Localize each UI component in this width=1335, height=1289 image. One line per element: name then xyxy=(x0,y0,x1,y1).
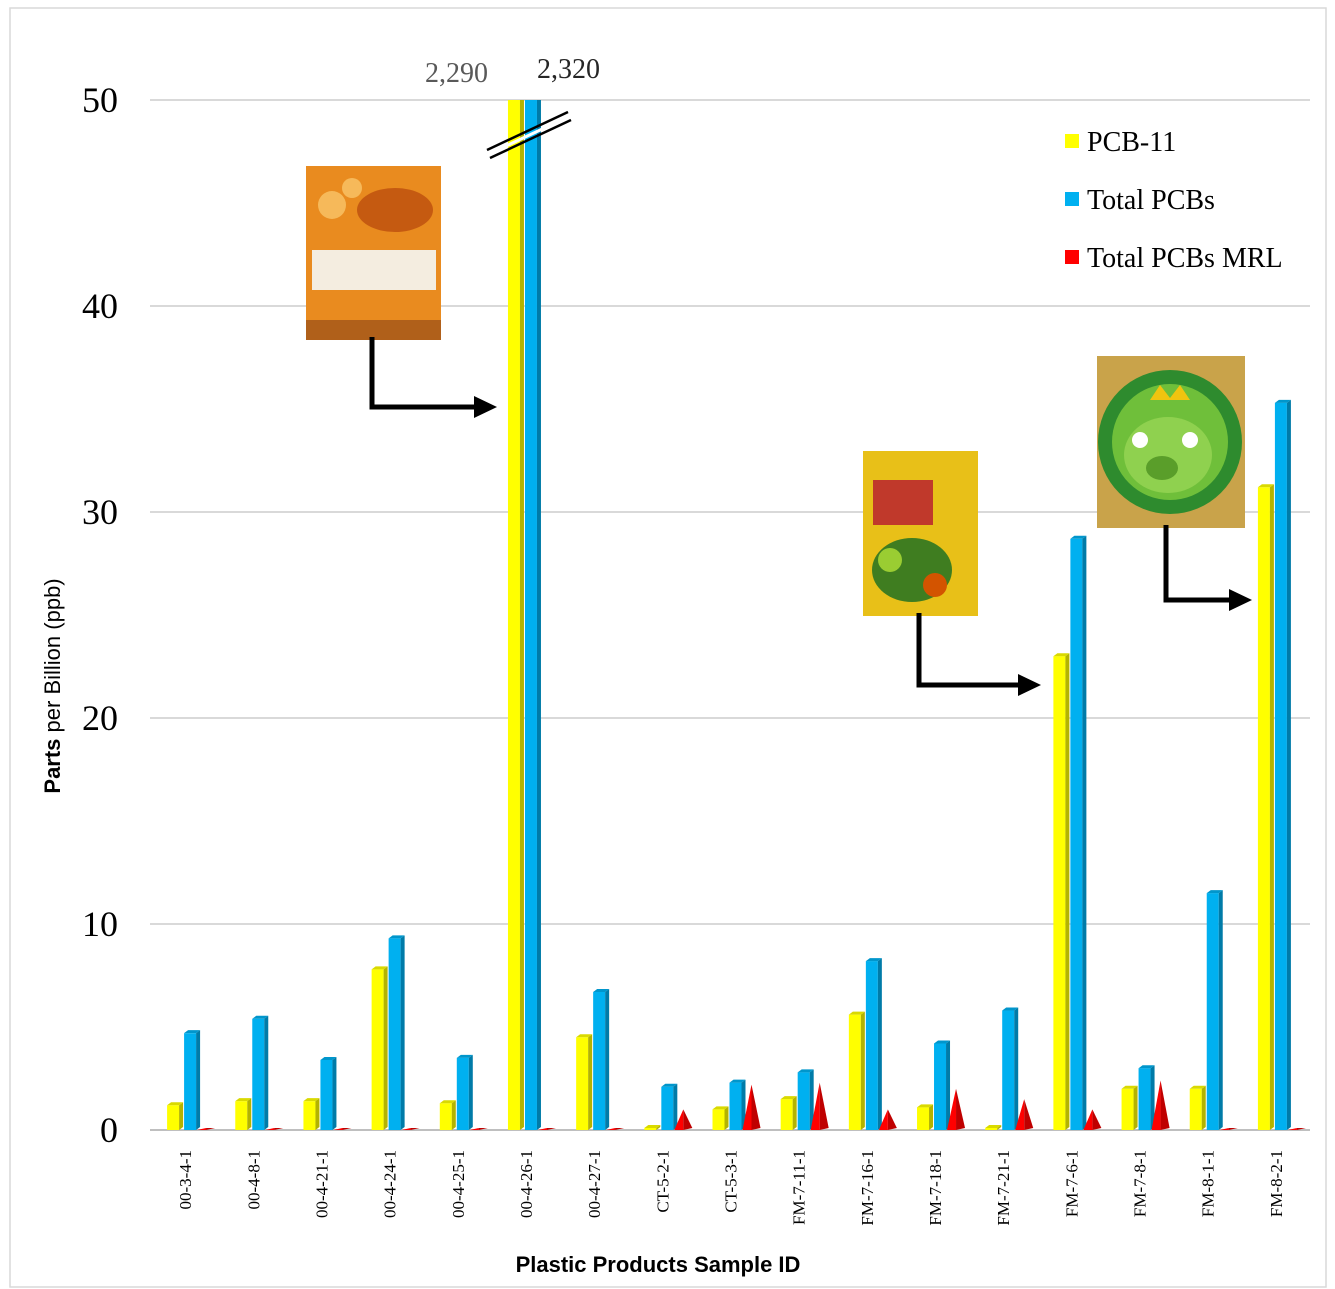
x-axis-title: Plastic Products Sample ID xyxy=(516,1252,801,1277)
bar xyxy=(371,966,388,1130)
labels: 0 10 20 30 40 50 00-3-4-1 00-4-8-1 00-4-21-1 00-4… xyxy=(82,54,1286,1226)
mrl-cone xyxy=(197,1127,216,1130)
mrl-cone xyxy=(469,1127,488,1130)
bar xyxy=(252,1015,269,1130)
y-tick-label: 40 xyxy=(82,286,118,326)
x-tick-label: FM-7-16-1 xyxy=(858,1150,877,1226)
mrl-cone xyxy=(810,1082,829,1130)
x-tick-label: 00-4-27-1 xyxy=(585,1150,604,1218)
mrl-cone xyxy=(1219,1127,1238,1130)
bar xyxy=(848,1011,865,1130)
bar xyxy=(712,1106,729,1130)
bar xyxy=(593,988,610,1130)
product-photo xyxy=(306,166,441,340)
bar xyxy=(303,1098,320,1130)
x-tick-label: FM-7-21-1 xyxy=(994,1150,1013,1226)
x-tick-label: CT-5-3-1 xyxy=(722,1150,741,1213)
y-tick-label: 30 xyxy=(82,492,118,532)
value-label: 2,320 xyxy=(537,54,600,85)
y-tick-label: 50 xyxy=(82,80,118,120)
arrow-head xyxy=(474,396,1252,696)
mrl-cone xyxy=(674,1109,693,1130)
bar xyxy=(235,1098,252,1130)
bar xyxy=(780,1096,797,1130)
axis-break xyxy=(486,110,572,160)
mrl-cone xyxy=(1015,1099,1034,1130)
legend-swatch xyxy=(1065,250,1079,264)
mrl-cone xyxy=(878,1109,897,1130)
legend-swatch xyxy=(1065,134,1079,148)
bar xyxy=(456,1054,473,1130)
bar xyxy=(1002,1007,1019,1130)
legend-swatch xyxy=(1065,192,1079,206)
bar xyxy=(1121,1085,1138,1130)
x-tick-label: 00-4-26-1 xyxy=(517,1150,536,1218)
x-tick-label: FM-7-11-1 xyxy=(790,1150,809,1225)
bar xyxy=(644,1124,661,1130)
value-label: 2,290 xyxy=(425,58,488,89)
x-tick-label: FM-7-8-1 xyxy=(1131,1150,1150,1217)
legend-label: Total PCBs xyxy=(1087,185,1215,216)
y-tick-label: 20 xyxy=(82,698,118,738)
bar xyxy=(1070,535,1087,1130)
bar xyxy=(439,1100,456,1130)
x-tick-label: 00-3-4-1 xyxy=(176,1150,195,1209)
bar xyxy=(865,958,882,1130)
mrl-cone xyxy=(401,1127,420,1130)
bar xyxy=(576,1034,593,1130)
mrl-cone xyxy=(1151,1080,1170,1130)
plot-area xyxy=(167,100,1306,1130)
bar xyxy=(917,1104,934,1130)
mrl-cone xyxy=(1287,1127,1306,1130)
y-tick-label: 0 xyxy=(100,1110,118,1150)
bar xyxy=(1053,653,1070,1130)
arrow xyxy=(369,337,1232,688)
product-photo xyxy=(1097,356,1245,528)
x-tick-label: 00-4-8-1 xyxy=(244,1150,263,1209)
bar xyxy=(320,1056,337,1130)
mrl-cone xyxy=(265,1127,284,1130)
x-tick-label: 00-4-24-1 xyxy=(381,1150,400,1218)
x-tick-label: FM-7-18-1 xyxy=(926,1150,945,1226)
mrl-cone xyxy=(537,1127,556,1130)
x-tick-label: 00-4-25-1 xyxy=(449,1150,468,1218)
bar xyxy=(661,1083,678,1130)
y-tick-label: 10 xyxy=(82,904,118,944)
bar xyxy=(507,100,524,1130)
mrl-cone xyxy=(947,1088,966,1130)
x-tick-label: FM-7-6-1 xyxy=(1062,1150,1081,1217)
x-tick-label: FM-8-1-1 xyxy=(1199,1150,1218,1217)
y-axis-title: Parts per Billion (ppb) xyxy=(40,578,65,793)
x-tick-label: FM-8-2-1 xyxy=(1267,1150,1286,1217)
legend-label: PCB-11 xyxy=(1087,127,1176,158)
bar xyxy=(524,100,541,1130)
product-photo xyxy=(863,451,978,616)
bar xyxy=(1257,484,1274,1130)
bar xyxy=(388,935,405,1130)
mrl-cone xyxy=(742,1084,761,1130)
bar xyxy=(167,1102,184,1130)
mrl-cone xyxy=(333,1127,352,1130)
bar xyxy=(729,1079,746,1130)
bar xyxy=(184,1030,201,1130)
legend-label: Total PCBs MRL xyxy=(1087,243,1283,274)
chart-border xyxy=(9,7,1327,1288)
mrl-cone xyxy=(606,1127,625,1130)
bar xyxy=(1274,399,1291,1130)
bar xyxy=(985,1124,1002,1130)
bar xyxy=(1138,1065,1155,1130)
x-tick-label: 00-4-21-1 xyxy=(312,1150,331,1218)
bar xyxy=(1189,1085,1206,1130)
x-tick-label: CT-5-2-1 xyxy=(653,1150,672,1213)
bar xyxy=(797,1069,814,1130)
bar xyxy=(934,1040,951,1130)
mrl-cone xyxy=(1083,1109,1102,1130)
bar xyxy=(1206,890,1223,1130)
